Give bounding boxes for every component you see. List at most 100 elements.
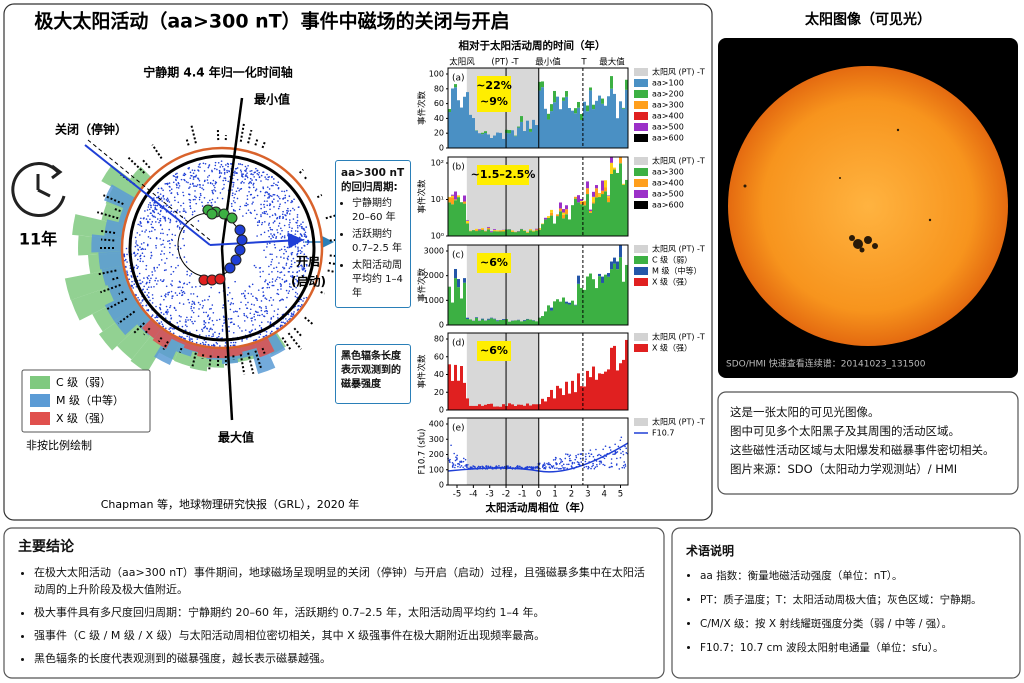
bar [592, 366, 595, 410]
scatter-dot [266, 204, 269, 207]
scatter-dot [245, 212, 248, 215]
bar [523, 230, 526, 231]
scatter-dot [278, 262, 280, 264]
bar [604, 180, 607, 188]
bar [451, 88, 454, 148]
scatter-dot [272, 221, 275, 224]
scatter-dot [261, 313, 264, 316]
f107-dot [585, 465, 588, 468]
scatter-dot [234, 170, 236, 173]
bar [589, 87, 592, 91]
scatter-dot [287, 210, 290, 212]
scatter-dot [195, 196, 197, 199]
scatter-dot [270, 263, 272, 266]
bar [529, 319, 532, 325]
bar [451, 204, 454, 236]
scatter-dot [213, 189, 215, 191]
scatter-dot [170, 238, 173, 241]
scatter-dot [237, 325, 240, 327]
scatter-dot [161, 323, 164, 326]
scatter-dot [153, 197, 155, 199]
scatter-dot [289, 317, 291, 320]
bar [538, 90, 541, 148]
legend-label: X 级（强） [652, 277, 692, 287]
scatter-dot [253, 264, 256, 267]
x-tick-label: -3 [485, 490, 493, 500]
scatter-dot [241, 180, 244, 183]
bar [619, 363, 622, 410]
bar [562, 214, 565, 219]
scatter-dot [269, 332, 272, 334]
legend-label: 太阳风 (PT) -T [652, 67, 705, 77]
scatter-dot [217, 335, 220, 338]
bar [586, 111, 589, 148]
scatter-dot [160, 197, 163, 199]
scatter-dot [281, 190, 283, 193]
bar [610, 269, 613, 325]
scatter-dot [272, 193, 275, 196]
scatter-dot [189, 199, 192, 201]
y-axis-label: F10.7 (sfu) [418, 429, 428, 475]
scatter-dot [161, 228, 164, 231]
scatter-dot [216, 336, 218, 339]
scatter-dot [260, 215, 262, 218]
scatter-dot [177, 264, 179, 267]
scatter-dot [165, 327, 167, 330]
scatter-dot [255, 266, 257, 269]
scatter-dot [295, 237, 297, 240]
scatter-dot [277, 327, 279, 330]
scatter-dot [252, 201, 254, 203]
bar [625, 339, 628, 410]
f107-dot [610, 458, 613, 460]
scatter-dot [267, 193, 270, 195]
spoke [117, 310, 136, 325]
bar [616, 172, 619, 236]
scatter-dot [140, 225, 143, 227]
scatter-dot [279, 324, 282, 327]
scatter-dot [162, 239, 165, 242]
scatter-dot [259, 190, 262, 193]
bar [580, 119, 583, 148]
callout-item-line: 20–60 年 [352, 212, 396, 223]
scatter-dot [220, 163, 223, 166]
scatter-dot [220, 160, 223, 162]
scatter-dot [159, 303, 162, 306]
scatter-dot [291, 200, 294, 203]
legend-label: aa>500 [652, 190, 684, 199]
scatter-dot [195, 174, 198, 177]
bar [466, 398, 469, 410]
scatter-dot [286, 257, 289, 260]
bar [625, 89, 628, 148]
bar [610, 88, 613, 148]
scatter-dot [162, 243, 164, 245]
c-class-wedge [101, 164, 143, 200]
scatter-dot [123, 255, 126, 258]
bar [517, 320, 520, 325]
f107-dot [576, 461, 579, 463]
bar [499, 132, 502, 148]
scatter-dot [257, 174, 260, 176]
scatter-dot [296, 222, 298, 224]
scatter-dot [302, 228, 305, 230]
scatter-dot [293, 282, 295, 284]
scatter-dot [266, 173, 268, 176]
bar [448, 286, 451, 325]
scatter-dot [183, 210, 186, 212]
scatter-dot [162, 313, 165, 315]
scatter-dot [237, 187, 239, 189]
scatter-dot [203, 170, 206, 172]
y-axis-label: 事件次数 [417, 179, 428, 214]
bar [583, 200, 586, 202]
scatter-dot [268, 188, 271, 190]
f107-dot [617, 445, 620, 448]
scatter-dot [260, 223, 263, 226]
scatter-dot [298, 270, 301, 272]
scatter-dot [180, 204, 182, 207]
scatter-dot [181, 325, 184, 328]
scatter-dot [245, 168, 248, 171]
scatter-dot [221, 197, 224, 200]
scatter-dot [275, 183, 277, 186]
f107-dot [564, 466, 566, 469]
bar [502, 231, 505, 236]
